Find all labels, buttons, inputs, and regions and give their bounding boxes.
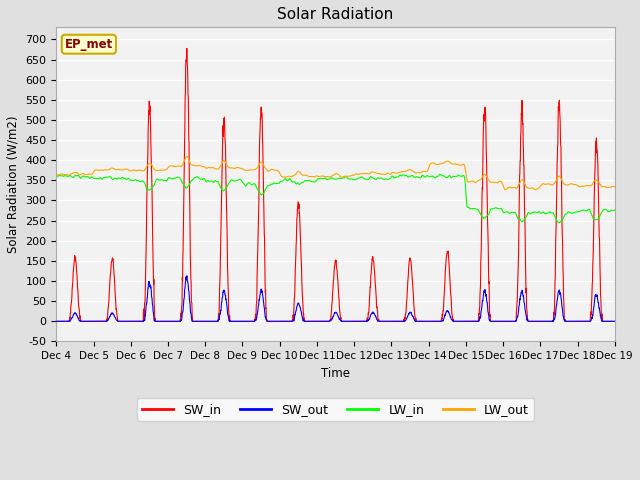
X-axis label: Time: Time: [321, 367, 350, 380]
Y-axis label: Solar Radiation (W/m2): Solar Radiation (W/m2): [7, 116, 20, 253]
Legend: SW_in, SW_out, LW_in, LW_out: SW_in, SW_out, LW_in, LW_out: [137, 398, 534, 421]
Title: Solar Radiation: Solar Radiation: [277, 7, 394, 22]
Text: EP_met: EP_met: [65, 38, 113, 51]
